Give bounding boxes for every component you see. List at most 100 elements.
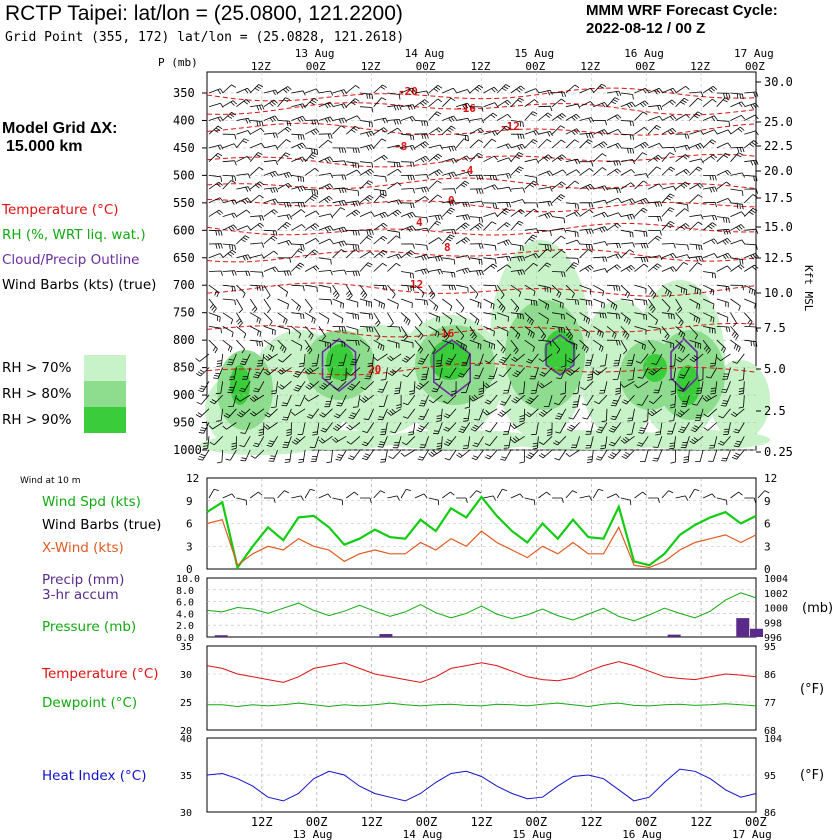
wind-barb	[538, 284, 551, 293]
rh90-area	[643, 354, 667, 382]
wind-barb	[620, 147, 635, 154]
wind-barb	[743, 312, 753, 327]
wind-barb	[348, 408, 361, 420]
wind-barb	[580, 381, 594, 391]
wind-barb	[483, 339, 496, 350]
wind-barb	[689, 194, 703, 204]
wind-barb	[593, 102, 608, 108]
wind-barb	[390, 422, 402, 434]
wind-barb	[373, 97, 387, 107]
wind-barb	[483, 102, 499, 108]
wind-barb	[579, 298, 593, 306]
pressure-tick-label: 750	[173, 306, 195, 320]
wind-barb	[434, 367, 443, 380]
wind-barb	[498, 353, 512, 364]
wind-barb	[455, 267, 471, 275]
pressure-tick-label: 800	[173, 333, 195, 347]
wind-barb	[442, 284, 456, 291]
wind-barb	[291, 142, 306, 150]
wind-barb	[510, 97, 524, 107]
wind-barb	[606, 90, 622, 97]
wind-barb	[496, 222, 511, 231]
wind-barb	[469, 339, 482, 350]
wind-barb	[414, 174, 429, 180]
wind-barb	[442, 171, 457, 179]
wind-barb-10m	[208, 488, 219, 499]
wind-barb	[703, 422, 718, 431]
wind-barb	[250, 104, 265, 111]
wind-barb	[420, 367, 429, 380]
wind-barb	[208, 175, 222, 182]
wind-barb	[414, 99, 429, 108]
wind-barb	[497, 239, 512, 246]
wind-barb	[236, 186, 251, 192]
wind-barb-10m	[538, 491, 551, 499]
wind-barb	[431, 381, 443, 393]
wind-barb	[222, 249, 237, 259]
wind-barb	[634, 180, 648, 190]
wind-barb	[409, 381, 416, 395]
wind-barb	[338, 353, 347, 366]
wind-barb	[277, 139, 291, 149]
pressure-line	[206, 592, 757, 622]
wind-barb	[455, 180, 470, 190]
wind-barb	[266, 436, 278, 447]
wind-barb	[387, 119, 402, 125]
wind10-title: Wind at 10 m	[20, 476, 81, 486]
wind-barb	[705, 367, 718, 379]
wind-barb	[469, 222, 484, 231]
wind-barb	[400, 116, 416, 122]
wind-barb	[730, 298, 741, 311]
wind-barb	[661, 99, 676, 108]
wind-barb	[744, 194, 758, 204]
wind-tick-right: 6	[764, 518, 771, 531]
wind-barb	[721, 381, 731, 393]
wind-barb	[456, 449, 471, 458]
wind-barb	[651, 353, 663, 365]
temp-tick-right: 95	[764, 642, 776, 653]
temperature-line	[206, 661, 757, 683]
wind-barb	[400, 250, 415, 259]
wind-barb	[556, 367, 567, 379]
wind-barb	[702, 85, 718, 94]
wind-barb	[304, 326, 314, 340]
wind-barb	[594, 394, 608, 405]
wind-barb	[387, 144, 402, 150]
wind-barb	[346, 188, 359, 196]
wind-barb	[359, 284, 368, 300]
wind-barb	[304, 238, 320, 245]
wind-barb-10m	[332, 497, 343, 506]
wind-barb	[551, 249, 566, 259]
pressure-tick-right: 996	[764, 633, 782, 644]
wind-barb	[263, 144, 279, 150]
wind-barb	[648, 216, 662, 222]
wind-barb	[229, 367, 237, 381]
cloud-outline	[432, 338, 472, 398]
wind-barb	[401, 202, 415, 209]
wind-barb-10m	[318, 493, 332, 499]
wind-barb	[387, 209, 402, 217]
wind-barb	[216, 353, 224, 367]
wind-barb	[250, 408, 265, 417]
wind-barb	[387, 339, 400, 349]
precip-tick-left: 4.0	[176, 609, 194, 620]
wind-barb	[648, 87, 663, 95]
wind-barb	[456, 201, 470, 208]
wind-barb	[263, 326, 276, 336]
date-label-top: 16 Aug	[624, 47, 664, 60]
wind-barb-10m	[496, 488, 508, 499]
wind-barb	[377, 381, 388, 393]
wind-barb	[497, 326, 509, 337]
wind-barb	[208, 298, 217, 313]
wind-barb	[359, 194, 374, 204]
wind-barb	[496, 125, 511, 135]
wind-barb	[551, 169, 567, 176]
wind-barb	[648, 104, 663, 111]
wind-barb	[304, 167, 319, 176]
wind-barb	[689, 111, 703, 121]
wind-barb	[634, 198, 649, 205]
wind-barb	[414, 120, 429, 127]
wind-barb	[455, 298, 465, 313]
wind-tick-right: 0	[764, 563, 771, 576]
wind-barb	[565, 262, 579, 272]
